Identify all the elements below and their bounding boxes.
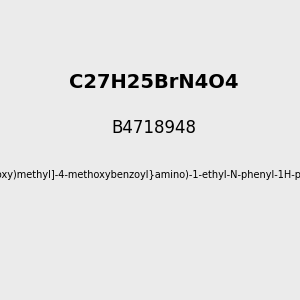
Text: 4-({3-[(2-bromophenoxy)methyl]-4-methoxybenzoyl}amino)-1-ethyl-N-phenyl-1H-pyraz: 4-({3-[(2-bromophenoxy)methyl]-4-methoxy… — [0, 169, 300, 180]
Text: C27H25BrN4O4: C27H25BrN4O4 — [69, 73, 239, 92]
Text: B4718948: B4718948 — [111, 119, 196, 137]
